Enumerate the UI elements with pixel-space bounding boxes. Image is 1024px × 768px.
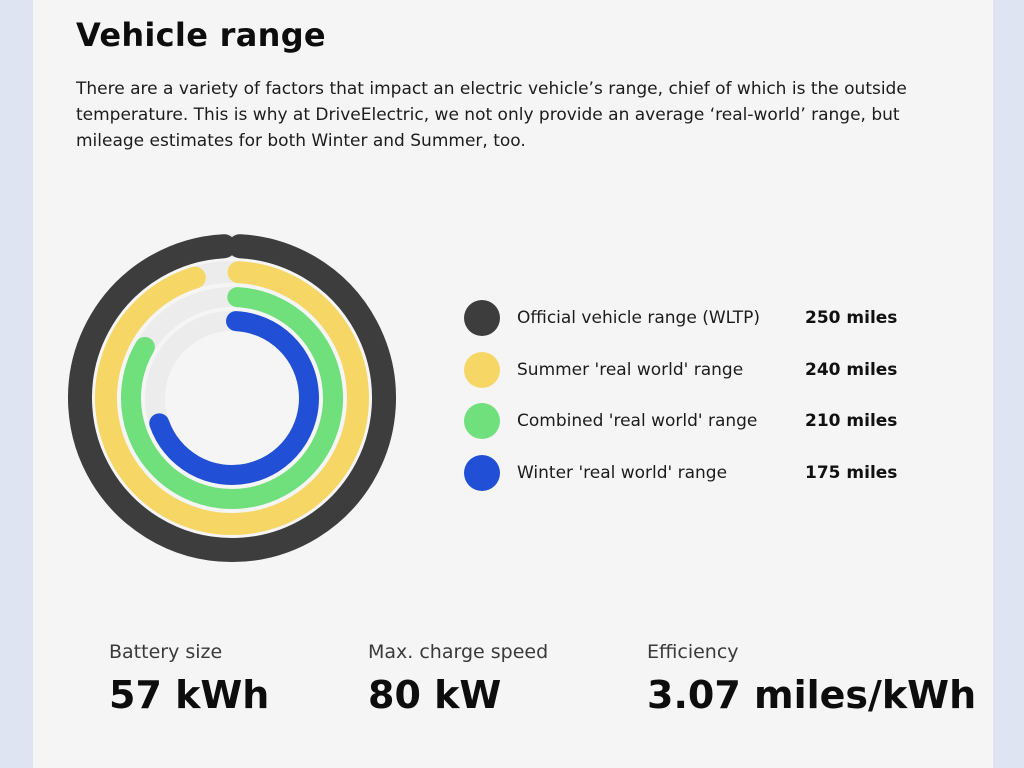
legend-item-wltp: Official vehicle range (WLTP) 250 miles xyxy=(464,300,924,352)
stat-battery-size: Battery size 57 kWh xyxy=(109,641,269,717)
ring-arc-winter xyxy=(149,311,319,485)
section-title: Vehicle range xyxy=(76,16,326,54)
ring-arc-combined xyxy=(121,287,343,509)
stat-label: Max. charge speed xyxy=(368,641,549,663)
legend-value: 175 miles xyxy=(805,462,898,483)
range-ring-chart xyxy=(68,234,396,562)
stat-label: Battery size xyxy=(109,641,223,663)
ring-arc-summer xyxy=(95,261,369,535)
legend-item-summer: Summer 'real world' range 240 miles xyxy=(464,351,924,404)
legend-value: 210 miles xyxy=(805,411,898,431)
legend-dot-icon xyxy=(464,300,500,336)
stat-value: 3.07 miles/kWh xyxy=(647,673,977,717)
legend-dot-icon xyxy=(464,454,500,491)
stat-efficiency: Efficiency 3.07 miles/kWh xyxy=(647,641,976,717)
legend-label: Summer 'real world' range xyxy=(517,359,744,380)
ring-arc-wltp xyxy=(68,234,396,562)
legend-value: 250 miles xyxy=(805,308,898,328)
legend-label: Winter 'real world' range xyxy=(517,462,728,483)
range-legend: Official vehicle range (WLTP) 250 miles … xyxy=(464,300,924,506)
legend-dot-icon xyxy=(464,351,500,388)
legend-item-combined: Combined 'real world' range 210 miles xyxy=(464,403,924,455)
legend-label: Official vehicle range (WLTP) xyxy=(517,308,761,328)
legend-item-winter: Winter 'real world' range 175 miles xyxy=(464,454,924,507)
stat-label: Efficiency xyxy=(647,641,739,663)
stat-value: 80 kW xyxy=(368,673,502,717)
section-description: There are a variety of factors that impa… xyxy=(76,79,907,151)
vehicle-range-card xyxy=(33,0,993,768)
legend-dot-icon xyxy=(464,403,500,439)
stat-value: 57 kWh xyxy=(109,673,270,717)
stat-max-charge-speed: Max. charge speed 80 kW xyxy=(368,641,548,717)
legend-value: 240 miles xyxy=(805,359,898,380)
legend-label: Combined 'real world' range xyxy=(517,411,758,431)
